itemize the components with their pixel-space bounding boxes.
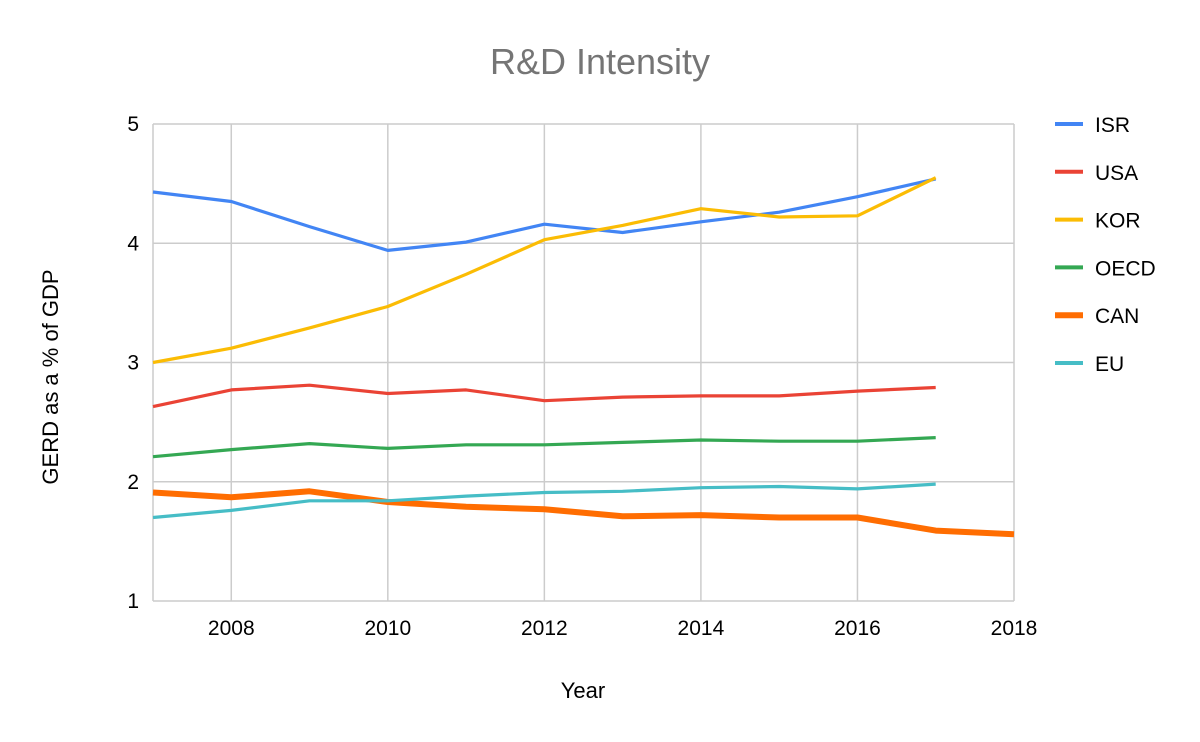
x-tick-label: 2012	[521, 617, 568, 640]
x-tick-label: 2010	[364, 617, 411, 640]
grid-layer	[152, 123, 1015, 602]
y-tick-label: 1	[127, 590, 139, 613]
series-line-oecd	[152, 436, 936, 459]
legend-label-isr: ISR	[1095, 114, 1130, 137]
tick-layer: 1 2 3 4 5 2008 2010 2012 2014 2016 2018	[127, 113, 1037, 640]
x-tick-label: 2008	[208, 617, 255, 640]
legend-label-usa: USA	[1095, 162, 1138, 185]
y-tick-label: 3	[127, 352, 139, 375]
y-tick-label: 2	[127, 471, 139, 494]
x-axis-title: Year	[561, 678, 605, 703]
chart-title: R&D Intensity	[490, 41, 710, 82]
series-line-usa	[152, 383, 936, 409]
legend-label-eu: EU	[1095, 353, 1124, 376]
y-tick-label: 5	[127, 113, 139, 136]
y-axis-title: GERD as a % of GDP	[38, 269, 63, 484]
legend-label-oecd: OECD	[1095, 257, 1156, 280]
series-line-isr	[152, 177, 937, 252]
x-tick-label: 2014	[678, 617, 725, 640]
x-tick-label: 2018	[991, 617, 1038, 640]
legend: ISR USA KOR OECD CAN EU	[1055, 114, 1156, 376]
legend-label-kor: KOR	[1095, 210, 1141, 233]
series-line-kor	[152, 176, 937, 365]
x-tick-label: 2016	[834, 617, 881, 640]
series-line-eu	[152, 482, 936, 520]
y-tick-label: 4	[127, 232, 139, 255]
legend-label-can: CAN	[1095, 305, 1139, 328]
series-line-can	[152, 488, 1015, 538]
series-layer	[152, 176, 1015, 538]
